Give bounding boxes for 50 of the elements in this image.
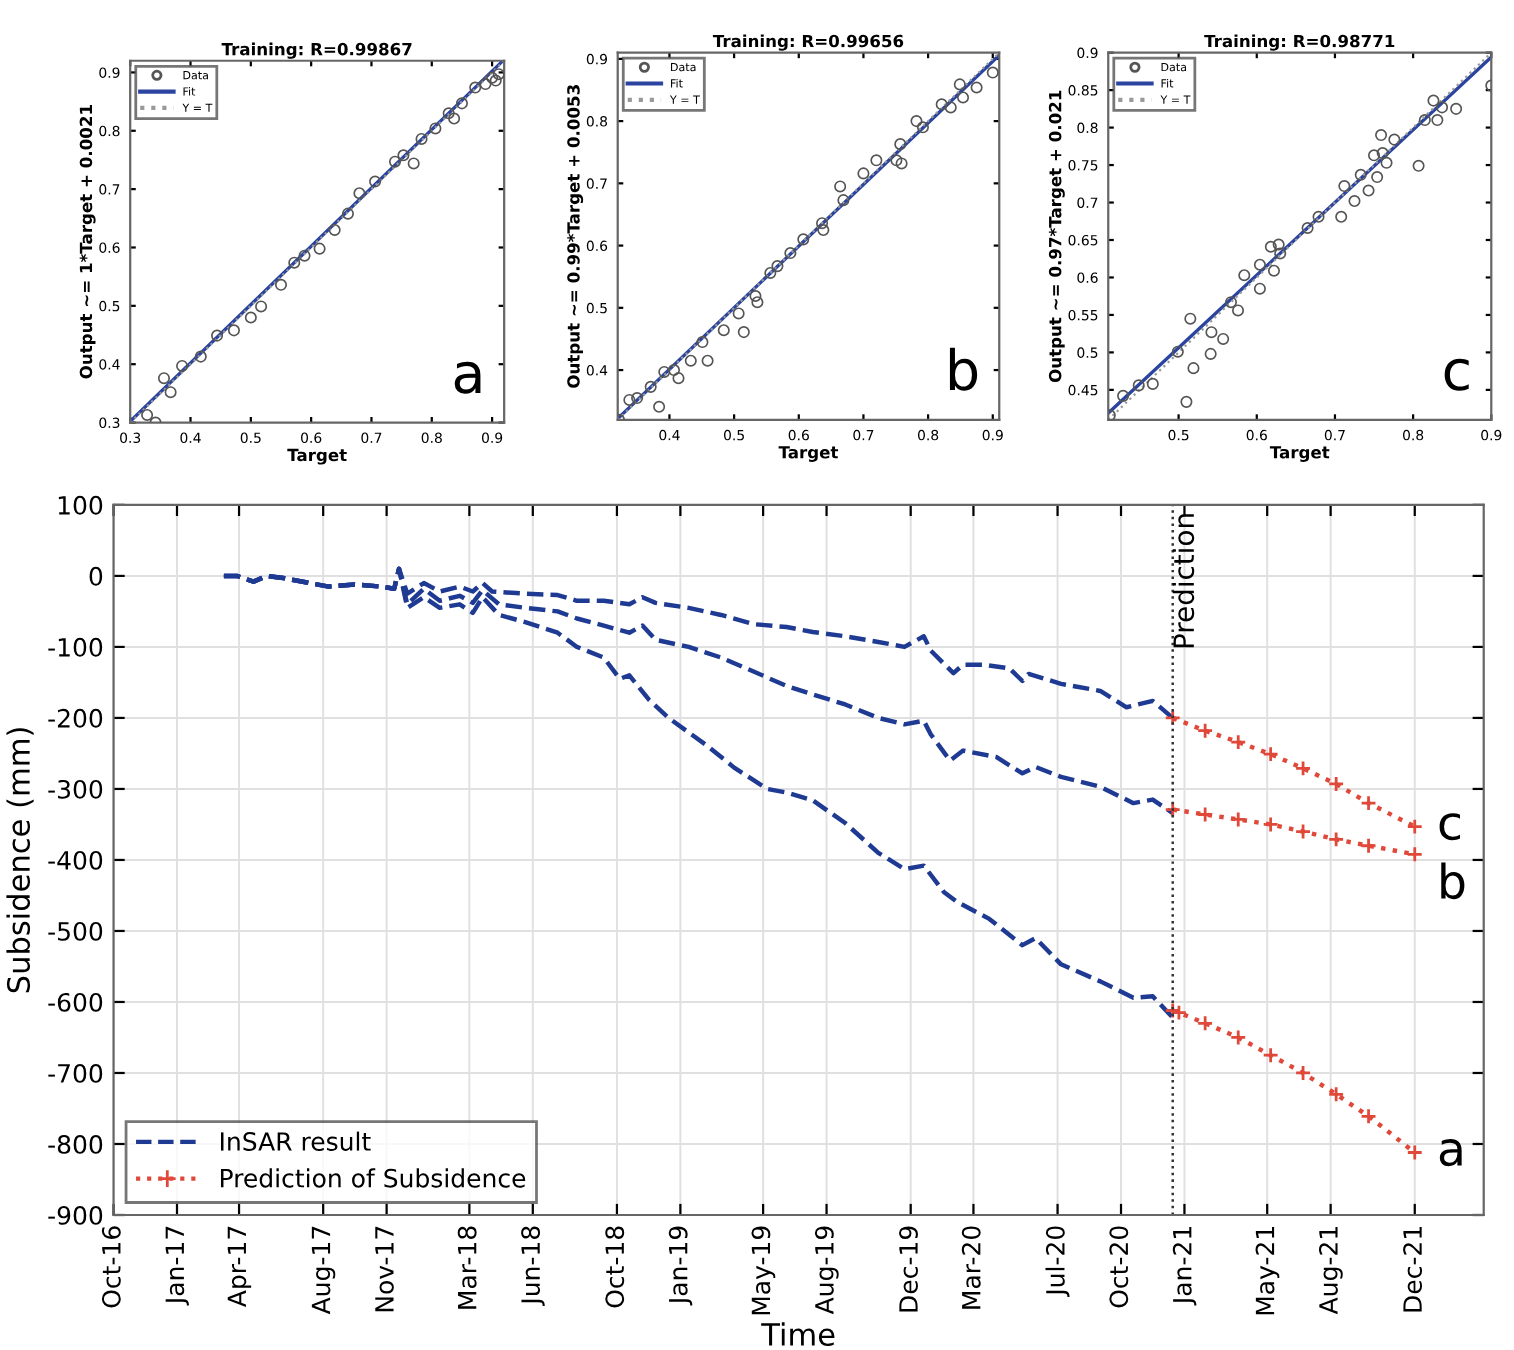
x-axis-title: Target: [1269, 446, 1330, 462]
y-tick-label: -500: [48, 921, 103, 941]
x-tick-label: Aug-21: [1318, 1227, 1343, 1315]
x-tick-label: Oct-16: [101, 1226, 121, 1308]
y-tick-label: 100: [58, 495, 103, 515]
y-tick-label: -300: [48, 779, 103, 799]
y-tick-label: 0: [89, 566, 103, 586]
y-axis-title: Output ~= 1*Target + 0.0021: [79, 105, 96, 379]
x-tick-label: Jan-21: [1172, 1227, 1197, 1306]
chart-title: Training: R=0.98771: [1204, 34, 1395, 51]
x-tick-label: Aug-17: [311, 1226, 336, 1315]
y-tick-label: -100: [48, 637, 103, 657]
y-tick-label: -200: [48, 708, 103, 728]
ref-line-label: Prediction: [1172, 514, 1195, 648]
annotation: b: [1441, 862, 1465, 900]
legend-label: Prediction of Subsidence: [221, 1168, 526, 1188]
x-tick-label: Jan-19: [668, 1226, 693, 1306]
x-tick-label: Jul-20: [1045, 1226, 1070, 1298]
annotation: a: [454, 361, 481, 394]
x-tick-label: Nov-17: [375, 1226, 394, 1312]
y-axis-title: Output ~= 0.99*Target + 0.0053: [567, 85, 584, 388]
x-tick-label: May-21: [1255, 1227, 1280, 1315]
y-tick-label: -900: [48, 1205, 103, 1225]
y-tick-label: -400: [48, 850, 103, 870]
x-axis-title: Target: [287, 448, 347, 465]
x-tick-label: Dec-21: [1403, 1227, 1423, 1312]
legend-label: InSAR result: [221, 1131, 371, 1151]
x-tick-label: Jun-18: [521, 1226, 545, 1306]
annotation: b: [949, 347, 978, 391]
x-tick-label: Dec-19: [899, 1226, 918, 1312]
annotation: a: [1439, 1139, 1462, 1167]
y-tick-label: -800: [48, 1134, 103, 1154]
annotation: c: [1444, 358, 1469, 391]
x-tick-label: Mar-18: [457, 1226, 477, 1309]
x-tick-label: May-19: [751, 1226, 776, 1315]
x-axis-title: Time: [761, 1322, 835, 1347]
x-tick-label: Aug-19: [814, 1226, 839, 1315]
x-tick-label: Jan-17: [165, 1226, 189, 1306]
x-tick-label: Oct-20: [1109, 1226, 1129, 1308]
y-tick-label: -700: [48, 1063, 103, 1083]
x-tick-label: Apr-17: [227, 1226, 252, 1308]
annotation: c: [1439, 813, 1461, 841]
y-tick-label: -600: [48, 992, 103, 1012]
chart-title: Training: R=0.99867: [221, 42, 412, 59]
y-axis-title: Subsidence (mm): [6, 728, 34, 993]
x-tick-label: Oct-18: [605, 1226, 625, 1308]
chart-title: Training: R=0.99656: [712, 34, 904, 51]
y-axis-title: Output ~= 0.97*Target + 0.021: [1048, 90, 1065, 383]
x-axis-title: Target: [778, 446, 839, 462]
x-tick-label: Mar-20: [961, 1226, 981, 1309]
